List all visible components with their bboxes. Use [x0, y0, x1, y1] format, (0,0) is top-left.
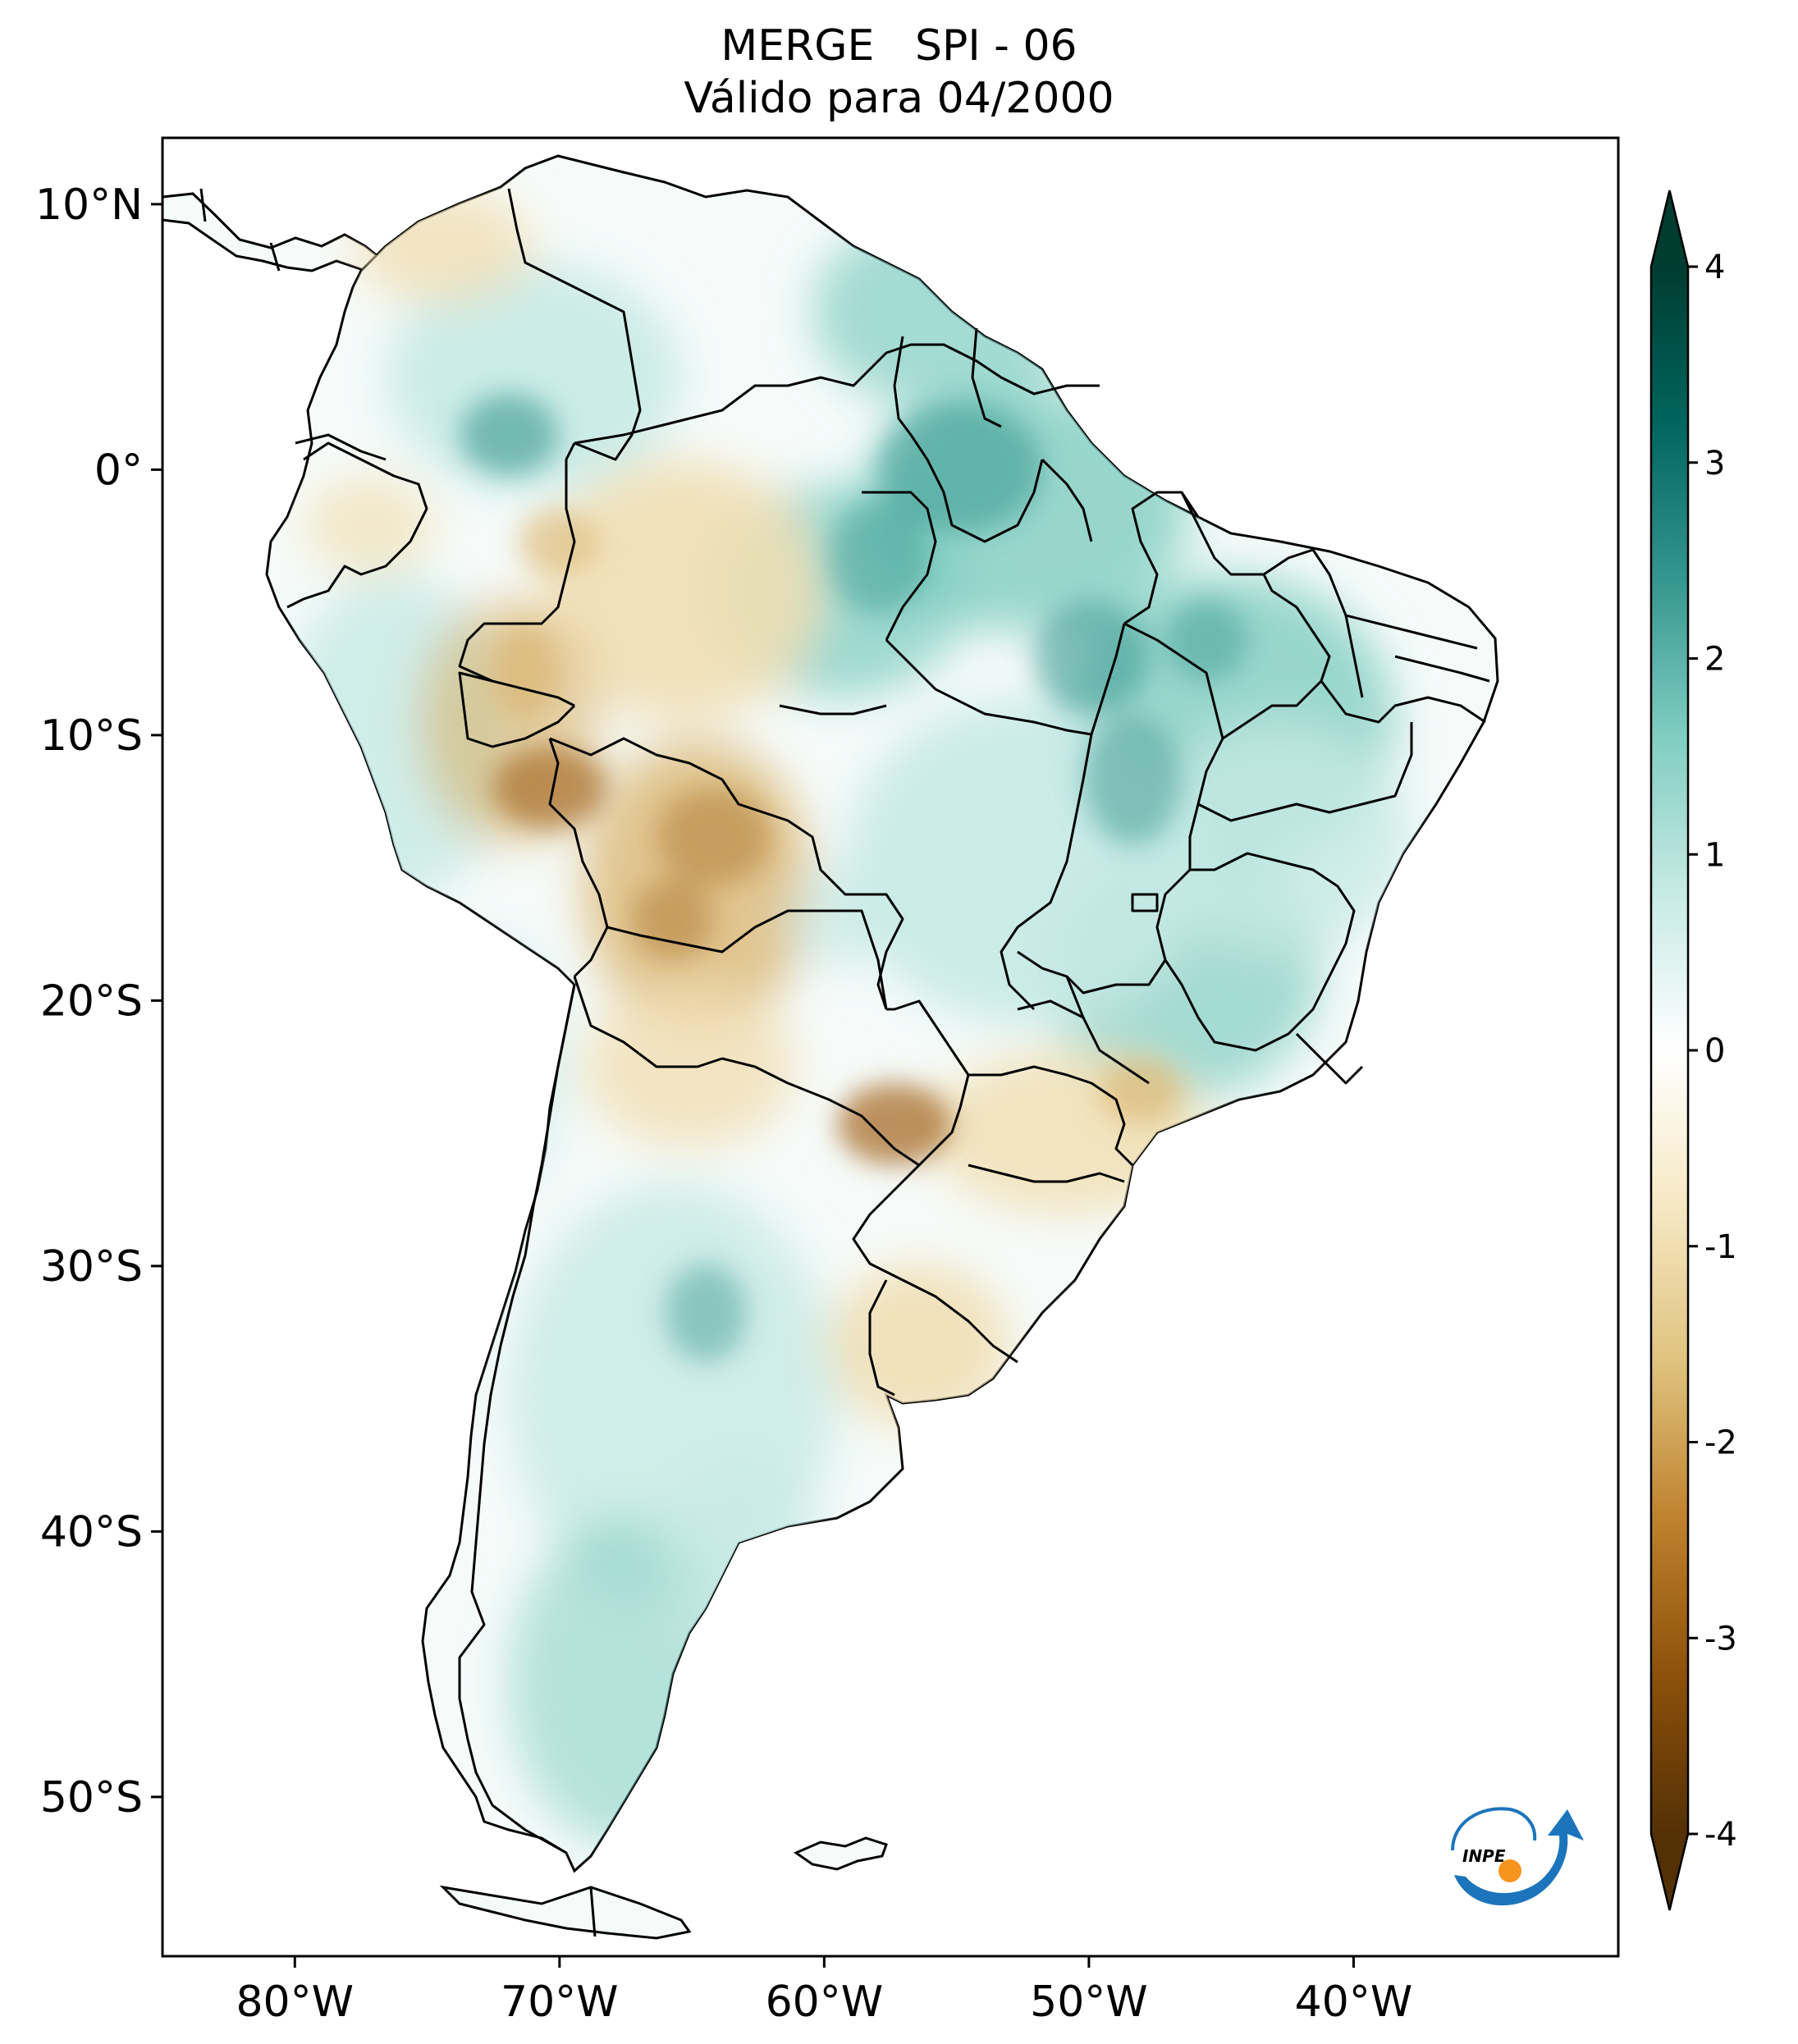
anomaly-core: [1100, 1059, 1182, 1124]
border-brazil-state-5: [1041, 458, 1093, 542]
country-borders: [199, 188, 1490, 1937]
y-tick-label: 10°N: [35, 181, 143, 230]
border-brazil-state-13: [1345, 614, 1478, 650]
anomaly-core: [460, 394, 558, 476]
x-tick-label: 80°W: [236, 1978, 354, 2027]
anomaly-patch: [542, 460, 821, 722]
border-guyana-suriname: [893, 336, 913, 436]
border-colombia-brazil-peru: [458, 442, 576, 707]
x-tick-label: 50°W: [1030, 1978, 1148, 2027]
border-brazil-venezuela-guyana: [574, 343, 1100, 445]
y-tick-label: 20°S: [40, 976, 143, 1026]
tierra-del-fuego-landmass: [439, 1885, 692, 1940]
border-brazil-state-18: [1164, 852, 1356, 1052]
colorbar-ticks: 4 3 2 1 0 -1 -2 -3 -4: [1688, 249, 1737, 1854]
border-uruguay-argentina: [868, 1279, 895, 1397]
x-axis: 80°W 70°W 60°W 50°W 40°W: [236, 1956, 1412, 2027]
border-brazil-state-1: [862, 491, 937, 641]
anomaly-patch: [304, 476, 435, 574]
border-suriname-fguiana: [971, 327, 1002, 428]
border-argentina-brazil-uruguay: [852, 1164, 1018, 1364]
border-tierra-del-fuego: [589, 1886, 597, 1937]
anomaly-core: [632, 878, 714, 960]
map-subtitle: Válido para 04/2000: [684, 74, 1114, 123]
border-colombia-venezuela: [507, 188, 642, 461]
map-area: [162, 138, 1618, 1956]
map-title: MERGE SPI - 06: [721, 21, 1077, 71]
border-central-america-1: [199, 188, 207, 222]
colorbar-tick-label: 2: [1704, 641, 1725, 679]
colorbar-tick-label: 1: [1704, 836, 1725, 874]
anomaly-core: [837, 1083, 952, 1165]
border-brazil-state-4: [909, 434, 1044, 543]
logo-swoosh: [1454, 1809, 1584, 1906]
colorbar: 4 3 2 1 0 -1 -2 -3 -4: [1649, 190, 1737, 1911]
y-tick-label: 10°S: [40, 711, 143, 761]
falkland-islands: [793, 1836, 888, 1871]
y-tick-label: 0°: [94, 446, 143, 495]
border-chile-argentina: [458, 984, 576, 1854]
border-brazil-state-19: [1065, 976, 1150, 1085]
border-brazil-state-8: [1090, 623, 1126, 735]
logo-orbit-arc: [1451, 1807, 1537, 1851]
colorbar-tick-label: 3: [1704, 445, 1725, 482]
colorbar-tick-label: -3: [1704, 1620, 1737, 1658]
colorbar-extend-top: [1651, 190, 1688, 267]
border-brazil-state-2: [885, 638, 1092, 736]
border-brazil-state-22: [968, 1164, 1125, 1183]
x-tick-label: 70°W: [501, 1978, 619, 2027]
map-frame: [161, 136, 1620, 1958]
colorbar-tick-label: -4: [1704, 1816, 1737, 1854]
anomaly-core: [657, 788, 771, 886]
y-tick-label: 30°S: [40, 1242, 143, 1292]
border-brazil-state-6: [1000, 734, 1093, 1011]
anomaly-core: [1083, 714, 1182, 845]
anomaly-core: [492, 747, 607, 829]
border-ecuador-peru: [286, 441, 428, 609]
anomaly-patch: [1149, 722, 1411, 952]
anomaly-core: [665, 1264, 747, 1362]
anomaly-core: [1034, 599, 1149, 714]
border-brazil-state-14: [1394, 655, 1490, 683]
anomaly-core: [492, 624, 558, 722]
border-brazil-bolivia: [549, 737, 904, 1010]
y-tick-label: 40°S: [40, 1507, 143, 1557]
x-tick-label: 40°W: [1295, 1978, 1413, 2027]
border-brazil-state-10: [1123, 622, 1224, 870]
anomaly-core: [829, 501, 927, 615]
logo-dot: [1498, 1859, 1521, 1882]
border-brazil-state-20: [1017, 999, 1084, 1019]
border-ecuador-colombia: [295, 433, 387, 461]
border-central-america-2: [269, 242, 281, 272]
anomaly-core: [1165, 599, 1247, 681]
border-brazil-state-24: [1131, 893, 1159, 912]
colorbar-tick-label: 4: [1704, 249, 1725, 286]
y-axis: 10°N 0° 10°S 20°S 30°S 40°S 50°S: [35, 181, 162, 1822]
colorbar-extend-bottom: [1651, 1834, 1688, 1910]
border-brazil-state-21: [968, 1065, 1134, 1167]
border-bolivia-chile-argentina: [573, 976, 723, 1068]
inpe-logo: INPE: [1451, 1807, 1584, 1906]
y-tick-label: 50°S: [40, 1773, 143, 1822]
border-brazil-state-3: [779, 704, 887, 716]
border-peru-brazil: [458, 671, 576, 748]
border-brazil-state-15: [1320, 680, 1486, 724]
border-brazil-state-17: [1017, 868, 1192, 995]
logo-text: INPE: [1462, 1846, 1506, 1866]
border-brazil-state-11: [1222, 574, 1331, 740]
x-tick-label: 60°W: [766, 1978, 884, 2027]
border-bolivia-paraguay: [606, 909, 888, 1010]
border-brazil-state-7: [1123, 491, 1200, 625]
anomaly-core: [517, 509, 599, 574]
colorbar-tick-label: -1: [1704, 1228, 1737, 1266]
border-paraguay-brazil-argentina: [721, 999, 970, 1167]
colorbar-gradient: [1651, 267, 1688, 1834]
border-peru-bolivia: [548, 738, 609, 978]
colorbar-tick-label: 0: [1704, 1032, 1725, 1070]
border-brazil-state-9: [1180, 492, 1314, 576]
border-brazil-state-16: [1197, 722, 1413, 822]
border-brazil-state-23: [1295, 1032, 1364, 1085]
colorbar-tick-label: -2: [1704, 1424, 1737, 1462]
